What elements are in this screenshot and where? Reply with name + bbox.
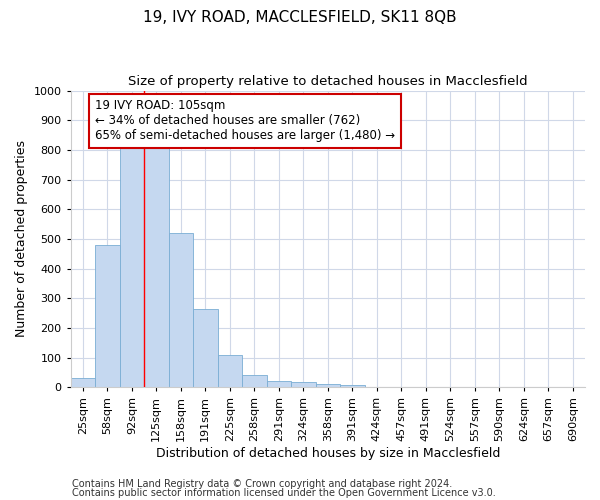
Bar bbox=[316, 384, 340, 388]
Bar bbox=[95, 245, 119, 388]
Bar bbox=[119, 144, 144, 388]
Text: 19 IVY ROAD: 105sqm
← 34% of detached houses are smaller (762)
65% of semi-detac: 19 IVY ROAD: 105sqm ← 34% of detached ho… bbox=[95, 100, 395, 142]
Y-axis label: Number of detached properties: Number of detached properties bbox=[15, 140, 28, 338]
Title: Size of property relative to detached houses in Macclesfield: Size of property relative to detached ho… bbox=[128, 75, 527, 88]
Text: 19, IVY ROAD, MACCLESFIELD, SK11 8QB: 19, IVY ROAD, MACCLESFIELD, SK11 8QB bbox=[143, 10, 457, 25]
Bar bbox=[169, 233, 193, 388]
Bar bbox=[193, 308, 218, 388]
Bar bbox=[218, 354, 242, 388]
Bar bbox=[291, 382, 316, 388]
Bar bbox=[242, 376, 266, 388]
Bar bbox=[340, 385, 365, 388]
X-axis label: Distribution of detached houses by size in Macclesfield: Distribution of detached houses by size … bbox=[155, 447, 500, 460]
Bar bbox=[266, 381, 291, 388]
Text: Contains public sector information licensed under the Open Government Licence v3: Contains public sector information licen… bbox=[72, 488, 496, 498]
Bar bbox=[71, 378, 95, 388]
Text: Contains HM Land Registry data © Crown copyright and database right 2024.: Contains HM Land Registry data © Crown c… bbox=[72, 479, 452, 489]
Bar bbox=[144, 144, 169, 388]
